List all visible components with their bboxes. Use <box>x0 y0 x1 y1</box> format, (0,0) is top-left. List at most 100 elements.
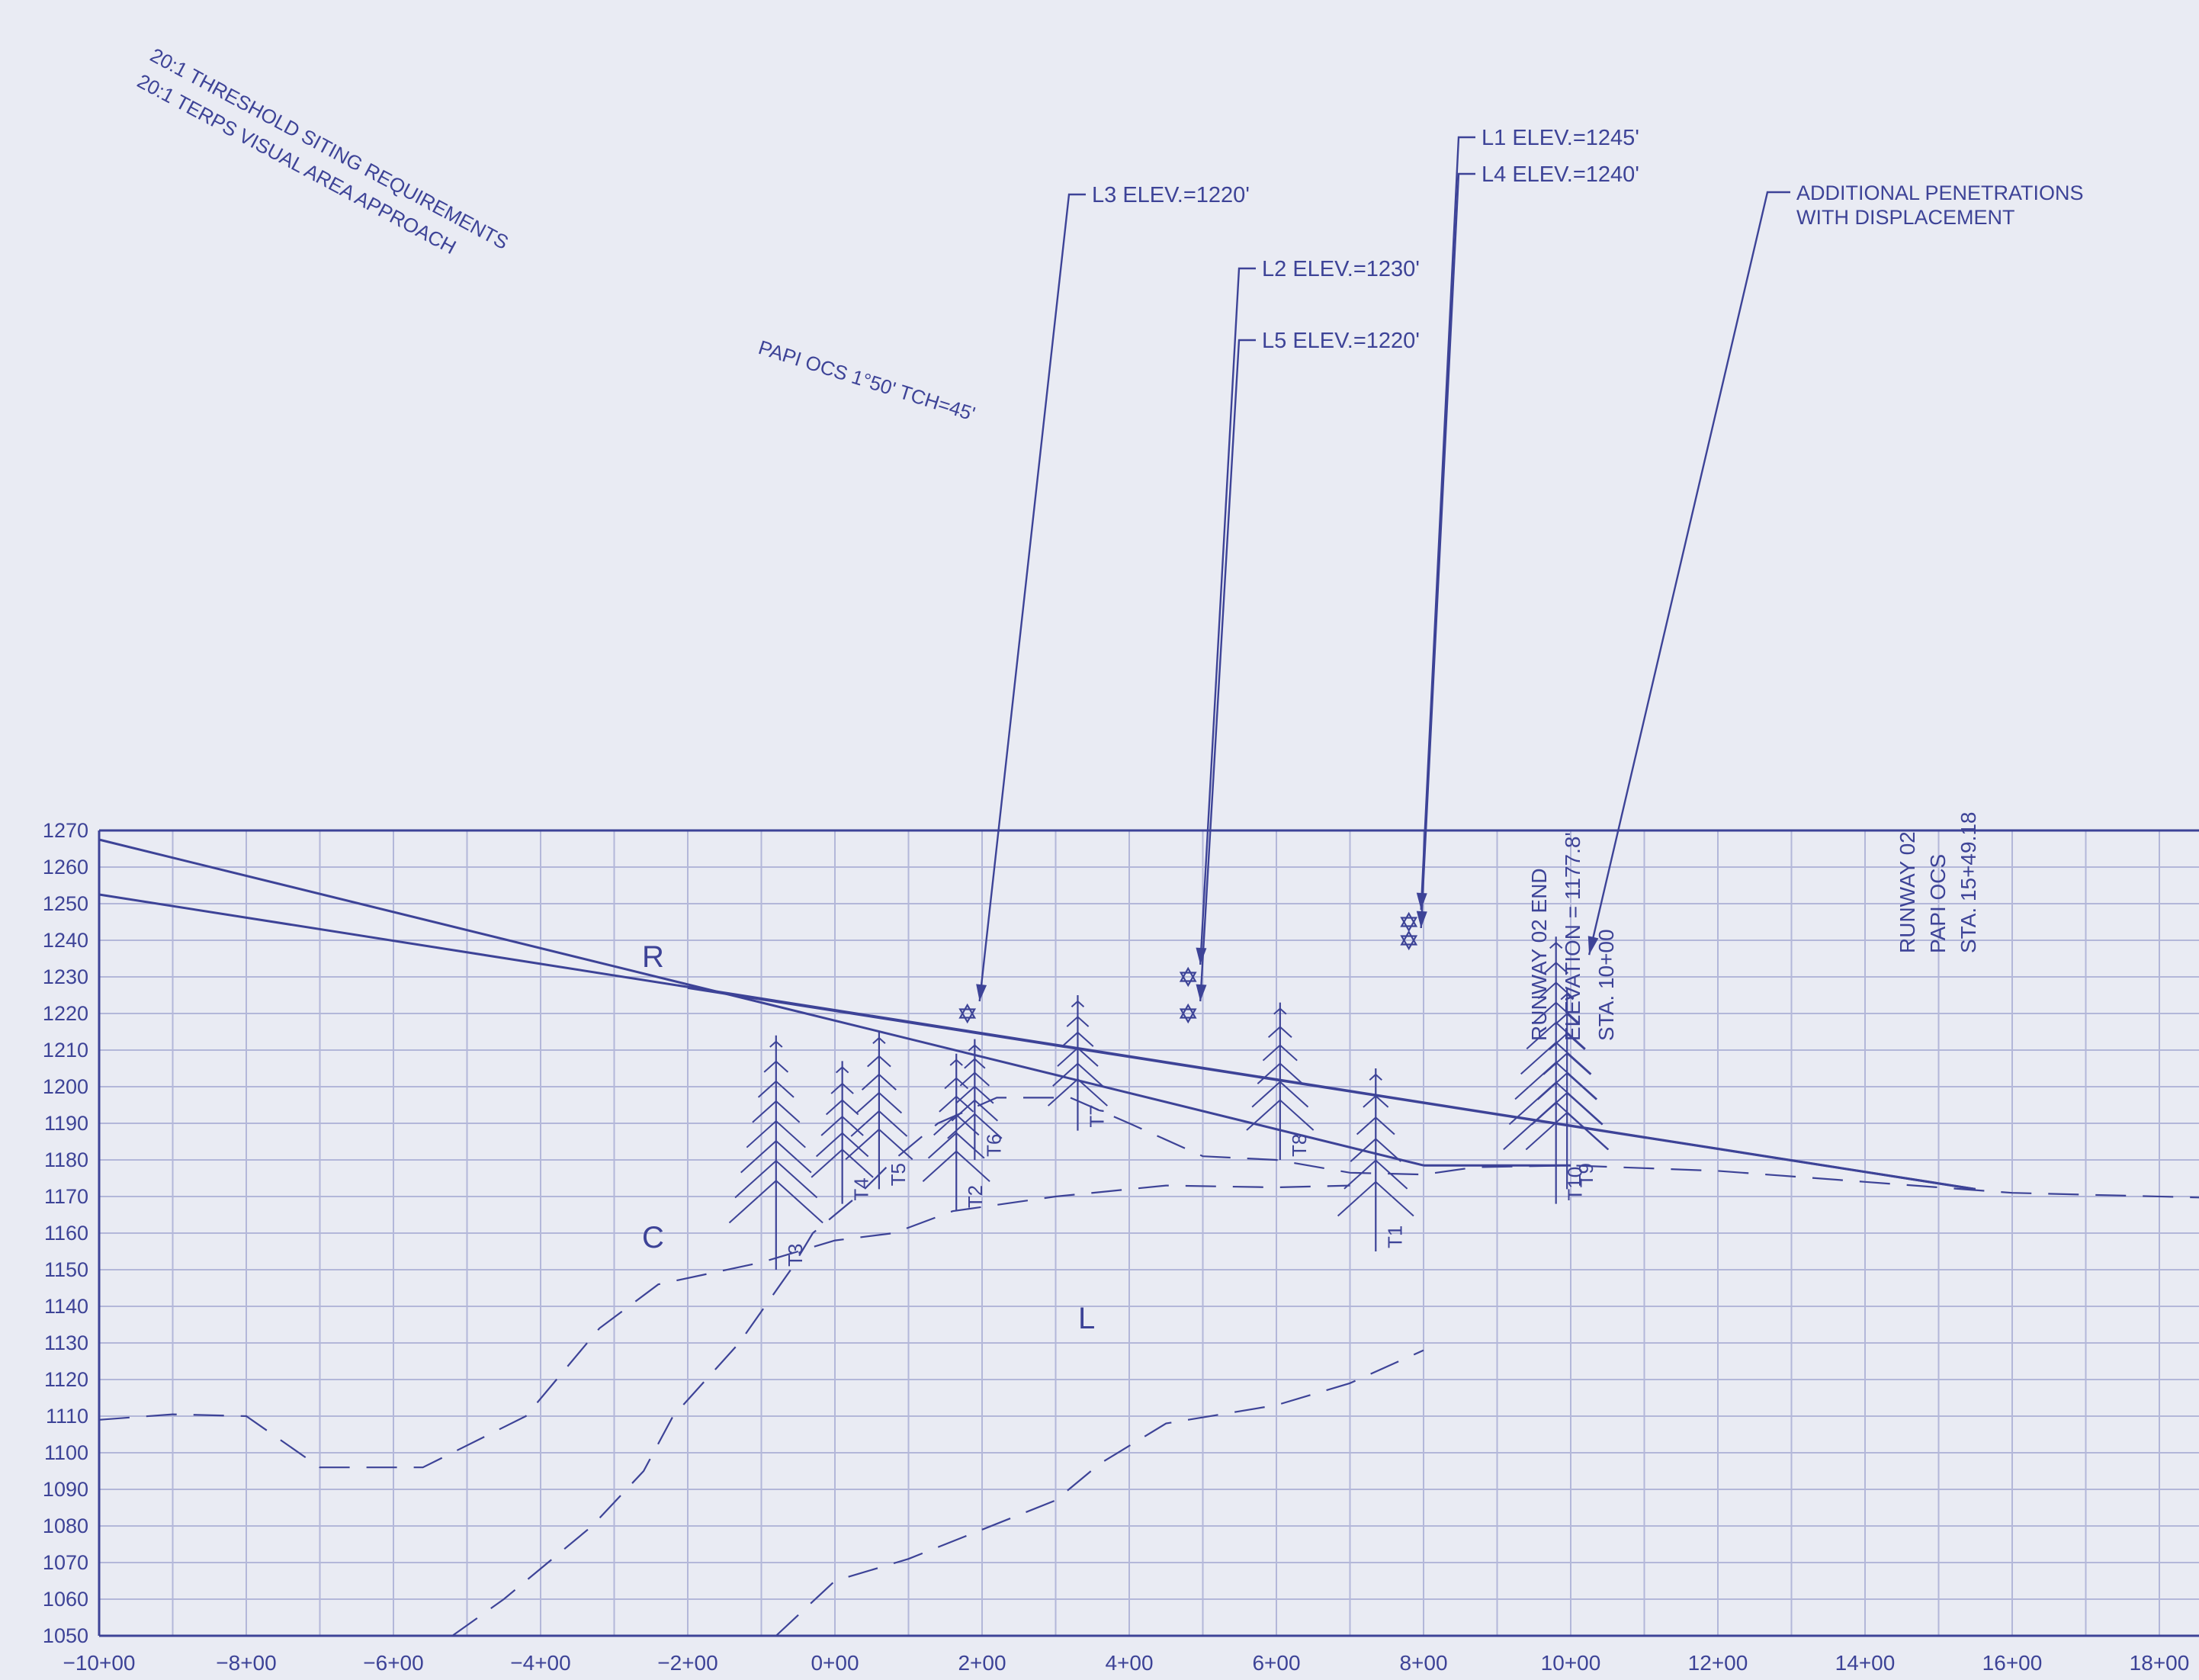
terrain-labels: R C L <box>642 940 1095 1335</box>
light-label-l2: L2 ELEV.=1230' <box>1262 257 1420 281</box>
x-tick-label: −10+00 <box>63 1651 136 1675</box>
tree-label: T6 <box>982 1134 1005 1157</box>
light-callouts: L1 ELEV.=1245' L4 ELEV.=1240' L3 ELEV.=1… <box>1092 126 2084 353</box>
y-tick-label: 1200 <box>43 1075 88 1098</box>
penetrations-leader <box>1587 191 1790 956</box>
leader-arrowhead <box>1416 911 1427 928</box>
y-tick-label: 1160 <box>44 1222 88 1245</box>
tree-t1: T1 <box>1337 1068 1414 1251</box>
light-leader <box>1420 136 1475 911</box>
y-tick-label: 1180 <box>44 1148 88 1171</box>
tree-label: T7 <box>1085 1104 1108 1127</box>
penetrations-note-line2: WITH DISPLACEMENT <box>1796 206 2015 229</box>
x-axis-labels: −10+00 −8+00 −6+00 −4+00 −2+00 0+00 2+00 4+00 6+… <box>63 1651 2190 1675</box>
y-tick-label: 1060 <box>43 1588 88 1611</box>
obstruction-surfaces <box>98 838 1976 1190</box>
y-tick-label: 1220 <box>43 1002 88 1025</box>
surface-line-0 <box>98 838 1424 1167</box>
tree-label: T9 <box>1575 1163 1597 1186</box>
y-tick-label: 1190 <box>44 1112 88 1135</box>
terrain-profile-c <box>451 1097 2199 1637</box>
x-tick-label: 10+00 <box>1541 1651 1601 1675</box>
y-tick-label: 1140 <box>44 1295 88 1318</box>
tree-t5: T5 <box>845 1032 913 1190</box>
leader-arrowhead <box>976 984 987 1001</box>
plot-frame <box>98 829 2199 1637</box>
tree-t8: T8 <box>1246 1002 1315 1160</box>
light-label-l4: L4 ELEV.=1240' <box>1482 162 1639 187</box>
light-leader <box>1199 267 1256 965</box>
tree-t6: T6 <box>947 1039 1005 1160</box>
light-l4 <box>1400 172 1475 951</box>
y-tick-label: 1050 <box>43 1624 88 1647</box>
papi-note-line1: RUNWAY 02 <box>1896 831 1919 953</box>
light-label-l1: L1 ELEV.=1245' <box>1482 126 1639 150</box>
y-tick-label: 1240 <box>43 929 88 952</box>
light-obstructions <box>958 136 1790 1024</box>
tree-t4: T4 <box>811 1061 874 1204</box>
tree-t10: T10 <box>1503 936 1610 1204</box>
tree-label: T10 <box>1564 1167 1587 1201</box>
y-tick-label: 1100 <box>44 1441 88 1464</box>
terrain-profile-r <box>98 1184 1350 1469</box>
station-notes: RUNWAY 02 END ELEVATION = 1177.8' STA. 1… <box>1527 812 1980 1042</box>
terrain-label-c: C <box>642 1221 664 1254</box>
y-tick-label: 1170 <box>44 1185 88 1208</box>
x-tick-label: 14+00 <box>1835 1651 1896 1675</box>
x-tick-label: −4+00 <box>510 1651 570 1675</box>
light-l3 <box>958 193 1086 1024</box>
terrain-label-l: L <box>1078 1302 1095 1335</box>
y-tick-label: 1260 <box>43 856 88 879</box>
x-tick-label: 6+00 <box>1252 1651 1300 1675</box>
tree-label: T1 <box>1383 1225 1406 1248</box>
y-axis-labels: 1050 1060 1070 1080 1090 1100 1110 1120 1130 1140… <box>43 819 88 1647</box>
tree-t7: T7 <box>1047 995 1108 1131</box>
tree-t3: T3 <box>728 1035 823 1270</box>
terrain-profile-l <box>775 1349 1424 1637</box>
surface-line-2 <box>687 986 1976 1190</box>
x-tick-label: 18+00 <box>2130 1651 2190 1675</box>
y-tick-label: 1250 <box>43 892 88 915</box>
y-tick-label: 1080 <box>43 1515 88 1537</box>
papi-note-line2: PAPI OCS <box>1926 854 1950 953</box>
x-tick-label: −8+00 <box>216 1651 276 1675</box>
tree-label: T8 <box>1288 1134 1311 1157</box>
runway-end-note-line3: STA. 10+00 <box>1594 929 1618 1041</box>
y-tick-label: 1090 <box>43 1478 88 1501</box>
x-tick-label: 12+00 <box>1688 1651 1748 1675</box>
tree-label: T4 <box>850 1177 873 1200</box>
light-label-l5: L5 ELEV.=1220' <box>1262 329 1420 353</box>
x-tick-label: 16+00 <box>1982 1651 2043 1675</box>
runway-end-note-line1: RUNWAY 02 END <box>1527 868 1551 1041</box>
y-tick-label: 1150 <box>44 1258 88 1281</box>
y-tick-label: 1210 <box>43 1039 88 1062</box>
x-tick-label: −2+00 <box>657 1651 717 1675</box>
light-leader <box>978 193 1086 1002</box>
x-tick-label: 0+00 <box>811 1651 859 1675</box>
x-tick-label: 4+00 <box>1105 1651 1153 1675</box>
light-leader <box>1199 339 1256 1002</box>
tree-label: T3 <box>784 1244 807 1267</box>
light-label-l3: L3 ELEV.=1220' <box>1092 183 1250 207</box>
y-tick-label: 1070 <box>43 1551 88 1574</box>
y-tick-label: 1270 <box>43 819 88 842</box>
terrain-label-r: R <box>642 940 664 974</box>
y-tick-label: 1230 <box>43 965 88 988</box>
tree-label: T2 <box>964 1185 987 1208</box>
runway-end-note-line2: ELEVATION = 1177.8' <box>1561 832 1584 1041</box>
terrain-profiles <box>98 1097 2199 1637</box>
grid <box>98 830 2199 1637</box>
light-l5 <box>1179 339 1256 1024</box>
penetrations-note-line1: ADDITIONAL PENETRATIONS <box>1796 181 2084 204</box>
tree-label: T5 <box>887 1163 910 1186</box>
y-tick-label: 1120 <box>44 1368 88 1391</box>
x-tick-label: 2+00 <box>958 1651 1006 1675</box>
y-tick-label: 1130 <box>44 1331 88 1354</box>
papi-note-line3: STA. 15+49.18 <box>1957 812 1980 954</box>
x-tick-label: 8+00 <box>1399 1651 1447 1675</box>
light-leader <box>1420 172 1475 929</box>
x-tick-label: −6+00 <box>363 1651 423 1675</box>
